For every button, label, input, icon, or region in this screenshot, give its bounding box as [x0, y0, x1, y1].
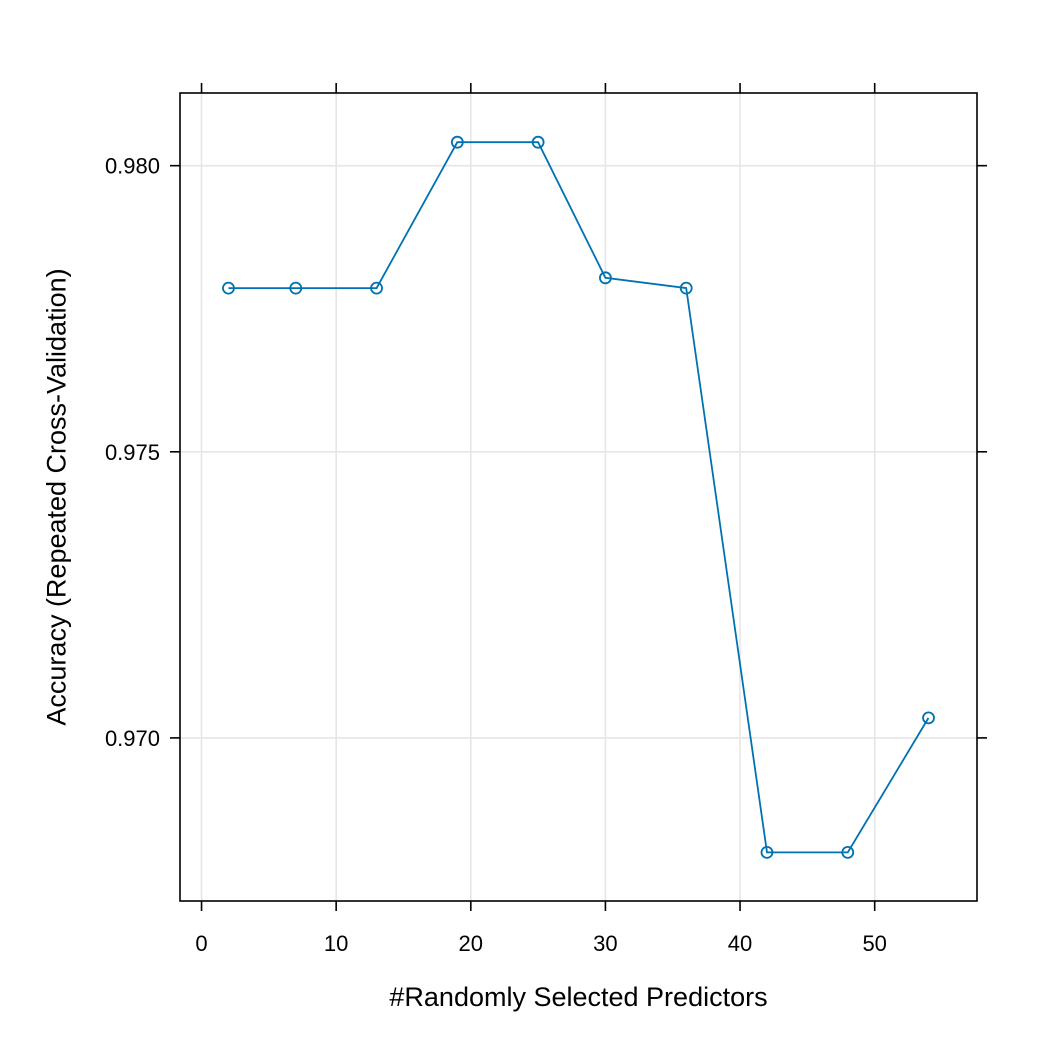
data-point: [922, 711, 935, 725]
x-tick-label: 20: [459, 931, 483, 956]
data-point: [599, 271, 612, 285]
data-point: [222, 281, 235, 295]
x-tick-label: 50: [862, 931, 886, 956]
y-tick-label: 0.975: [105, 440, 160, 465]
grid: [180, 93, 977, 901]
data-point: [679, 281, 693, 295]
x-tick-label: 0: [195, 931, 207, 956]
plot-frame: [179, 92, 978, 902]
x-tick-label: 30: [593, 931, 617, 956]
data-point: [450, 135, 464, 149]
x-axis-title: #Randomly Selected Predictors: [389, 982, 767, 1012]
series-line-group: [222, 135, 935, 859]
series-line: [228, 141, 930, 854]
data-point: [289, 281, 303, 295]
x-tick-label: 10: [324, 931, 348, 956]
data-point: [760, 845, 774, 859]
data-point: [531, 135, 545, 149]
data-point: [841, 845, 855, 859]
axis-ticks: 0 10 20 30 40 50 0.970 0.975 0.980: [105, 83, 987, 956]
x-tick-label: 40: [728, 931, 752, 956]
y-tick-label: 0.970: [105, 726, 160, 751]
y-axis-title: Accuracy (Repeated Cross-Validation): [41, 268, 71, 725]
data-point: [370, 281, 383, 295]
y-tick-label: 0.980: [105, 154, 160, 179]
